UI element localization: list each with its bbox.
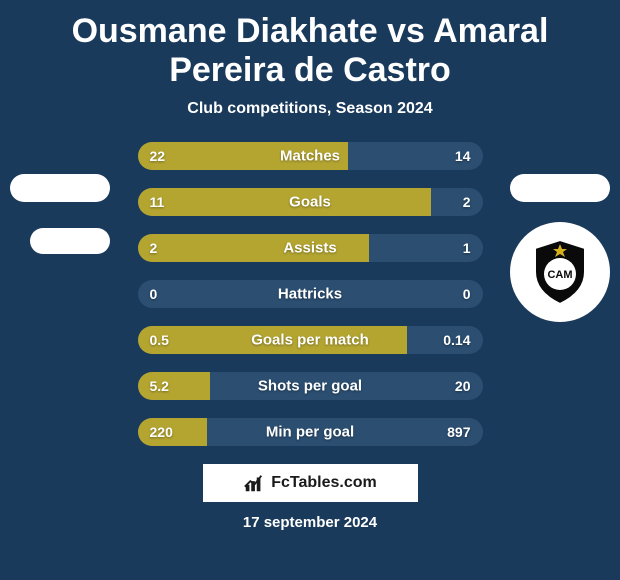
brand-badge: FcTables.com	[203, 464, 418, 502]
stat-value-right: 0	[463, 286, 471, 302]
stat-bar-left-fill	[138, 188, 431, 216]
stat-value-right: 0.14	[443, 332, 470, 348]
stat-label: Goals	[289, 194, 331, 211]
stat-value-left: 11	[150, 194, 165, 210]
stat-value-left: 22	[150, 148, 166, 164]
stat-label: Assists	[283, 240, 336, 257]
stat-value-left: 0	[150, 286, 158, 302]
stat-bar: 0.5 Goals per match 0.14	[138, 326, 483, 354]
stat-value-left: 0.5	[150, 332, 169, 348]
stat-value-left: 5.2	[150, 378, 169, 394]
player1-badge-top	[10, 174, 110, 202]
stat-value-right: 14	[455, 148, 471, 164]
player2-badge-top	[510, 174, 610, 202]
club-logo-text: CAM	[547, 269, 572, 281]
stat-value-left: 220	[150, 424, 173, 440]
comparison-card: Ousmane Diakhate vs Amaral Pereira de Ca…	[0, 0, 620, 580]
stat-bar-left-fill	[138, 372, 210, 400]
brand-name: FcTables.com	[271, 474, 377, 492]
stat-value-left: 2	[150, 240, 158, 256]
stat-label: Matches	[280, 148, 340, 165]
stat-bar: 2 Assists 1	[138, 234, 483, 262]
stat-label: Hattricks	[278, 286, 342, 303]
stat-value-right: 20	[455, 378, 471, 394]
player1-badge-bottom	[30, 228, 110, 254]
stat-bar: 5.2 Shots per goal 20	[138, 372, 483, 400]
subtitle: Club competitions, Season 2024	[12, 100, 608, 118]
stat-bar: 220 Min per goal 897	[138, 418, 483, 446]
stat-bar: 0 Hattricks 0	[138, 280, 483, 308]
stat-bar: 22 Matches 14	[138, 142, 483, 170]
stat-label: Min per goal	[266, 424, 354, 441]
stat-value-right: 897	[447, 424, 470, 440]
stat-value-right: 1	[463, 240, 471, 256]
player2-club-logo: CAM	[510, 222, 610, 322]
stat-bars: 22Matches1411Goals22Assists10Hattricks00…	[138, 142, 483, 446]
stat-label: Goals per match	[251, 332, 369, 349]
page-title: Ousmane Diakhate vs Amaral Pereira de Ca…	[12, 12, 608, 90]
stat-bar: 11 Goals 2	[138, 188, 483, 216]
club-logo-icon: CAM	[531, 238, 589, 306]
footer-date: 17 september 2024	[12, 514, 608, 531]
brand-chart-icon	[243, 472, 265, 494]
stat-label: Shots per goal	[258, 378, 362, 395]
stat-value-right: 2	[463, 194, 471, 210]
